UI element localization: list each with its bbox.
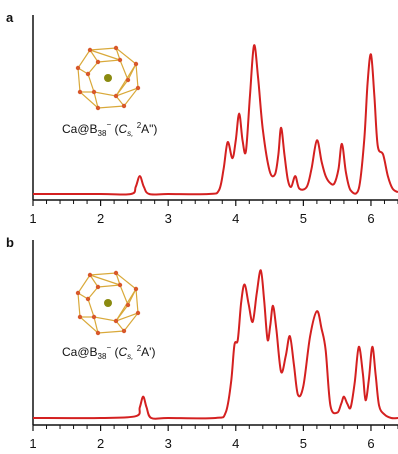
x-tick-label: 1 [29,211,36,226]
spectrum-line [33,45,398,194]
annotation-part: C [118,122,127,136]
annotation-part: ( [111,122,118,136]
x-tick-label: 4 [232,211,239,226]
molecule-icon [76,46,140,110]
annotation-part: A") [141,122,157,136]
x-tick-label: 3 [165,436,172,451]
figure: a b Ca@B38− (Cs, 2A") Ca@B38− (Cs, 2A') … [0,0,398,454]
x-tick-label: 5 [300,211,307,226]
x-tick-label: 6 [367,436,374,451]
annotation-part: ( [111,345,118,359]
annotation-part: C [118,345,127,359]
annotation-part: 38 [98,129,107,138]
annotation-part: A') [141,345,155,359]
panel-label: a [6,10,14,25]
annotation: Ca@B38− (Cs, 2A") [62,120,157,138]
x-tick-label: 2 [97,436,104,451]
annotation: Ca@B38− (Cs, 2A') [62,343,155,361]
annotation-part: Ca@B [62,122,98,136]
annotation-part: 38 [98,352,107,361]
x-tick-label: 3 [165,211,172,226]
x-tick-label: 4 [232,436,239,451]
molecule-icon [76,271,140,335]
x-tick-label: 2 [97,211,104,226]
panel-label: b [6,235,14,250]
x-tick-label: 6 [367,211,374,226]
annotation-part: Ca@B [62,345,98,359]
x-tick-label: 1 [29,436,36,451]
x-tick-label: 5 [300,436,307,451]
